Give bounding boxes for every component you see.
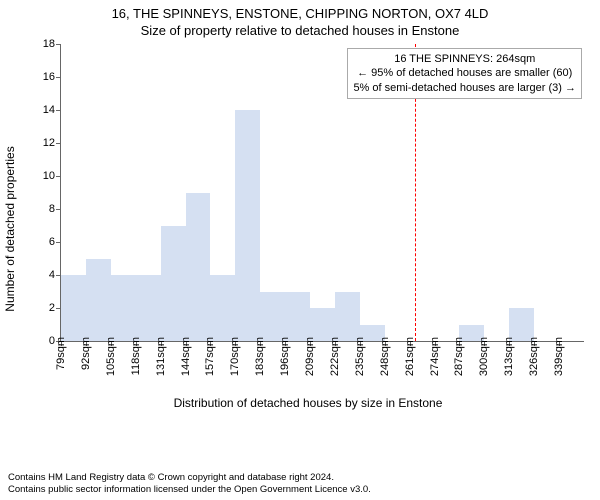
y-tick [56,110,61,111]
histogram-bar [235,110,260,341]
histogram-bar [136,275,161,341]
histogram-bar [335,292,360,342]
y-tick-label: 18 [33,38,55,50]
y-tick [56,143,61,144]
y-tick-label: 2 [33,302,55,314]
y-tick [56,242,61,243]
x-tick-label: 170sqm [229,337,241,376]
x-tick-label: 235sqm [354,337,366,376]
histogram-bar [186,193,211,342]
x-tick-label: 131sqm [155,337,167,376]
y-axis-label: Number of detached properties [3,146,17,311]
attribution-line-2: Contains public sector information licen… [8,484,371,496]
attribution-text: Contains HM Land Registry data © Crown c… [8,472,371,496]
x-tick-label: 339sqm [553,337,565,376]
x-tick-label: 183sqm [254,337,266,376]
x-tick-label: 287sqm [453,337,465,376]
annotation-line: ← 95% of detached houses are smaller (60… [353,66,576,80]
x-tick-label: 196sqm [279,337,291,376]
x-tick-label: 326sqm [528,337,540,376]
x-tick-label: 313sqm [503,337,515,376]
x-tick-label: 274sqm [429,337,441,376]
x-tick-label: 144sqm [180,337,192,376]
y-tick [56,209,61,210]
chart-subtitle: Size of property relative to detached ho… [0,21,600,38]
chart-title: 16, THE SPINNEYS, ENSTONE, CHIPPING NORT… [0,0,600,21]
x-tick-label: 92sqm [80,337,92,370]
y-tick-label: 16 [33,71,55,83]
annotation-line: 5% of semi-detached houses are larger (3… [353,81,576,95]
x-tick-label: 79sqm [55,337,67,370]
chart-area: Number of detached properties 0246810121… [28,44,588,414]
x-axis-label: Distribution of detached houses by size … [28,396,588,410]
histogram-bar [111,275,136,341]
x-tick-label: 118sqm [130,337,142,375]
annotation-box: 16 THE SPINNEYS: 264sqm← 95% of detached… [347,48,582,99]
y-tick [56,176,61,177]
attribution-line-1: Contains HM Land Registry data © Crown c… [8,472,371,484]
y-tick-label: 10 [33,170,55,182]
histogram-bar [86,259,111,342]
x-tick-label: 105sqm [105,337,117,376]
y-tick-label: 6 [33,236,55,248]
annotation-line: 16 THE SPINNEYS: 264sqm [353,52,576,66]
histogram-bar [161,226,186,342]
x-tick-label: 209sqm [304,337,316,376]
x-tick-label: 261sqm [404,337,416,376]
y-tick-label: 8 [33,203,55,215]
y-tick [56,77,61,78]
x-tick-label: 222sqm [329,337,341,376]
histogram-bar [260,292,285,342]
histogram-bar [61,275,86,341]
plot-region: 02468101214161879sqm92sqm105sqm118sqm131… [60,44,584,342]
y-tick-label: 4 [33,269,55,281]
x-tick-label: 248sqm [379,337,391,376]
chart-container: 16, THE SPINNEYS, ENSTONE, CHIPPING NORT… [0,0,600,500]
histogram-bar [285,292,310,342]
y-tick-label: 12 [33,137,55,149]
x-tick-label: 157sqm [204,337,216,376]
y-tick-label: 14 [33,104,55,116]
x-tick-label: 300sqm [478,337,490,376]
histogram-bar [210,275,235,341]
y-tick [56,44,61,45]
y-tick-label: 0 [33,335,55,347]
